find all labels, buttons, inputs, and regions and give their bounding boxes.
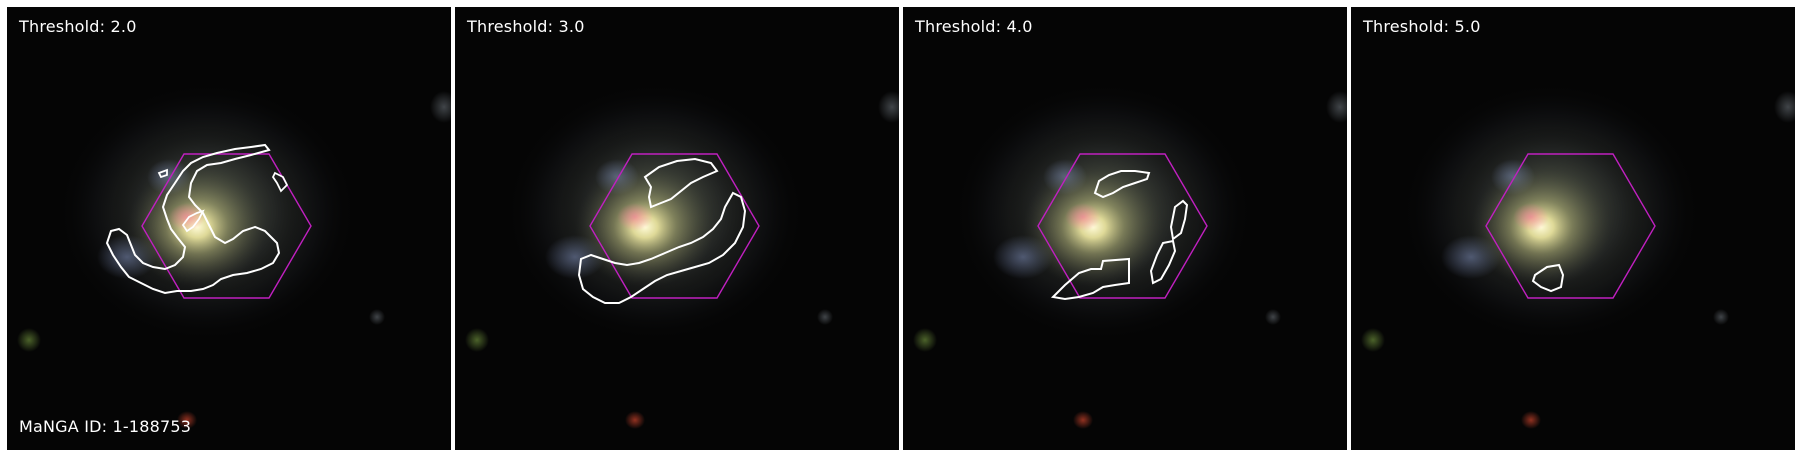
galaxy-image — [1351, 7, 1795, 450]
ifu-hexagon — [141, 153, 312, 299]
galaxy-image — [7, 7, 451, 450]
manga-id-label: MaNGA ID: 1-188753 — [19, 417, 192, 436]
contour-region — [577, 191, 747, 304]
contour-region — [1531, 263, 1565, 293]
contour-region — [105, 143, 281, 295]
threshold-label: Threshold: 4.0 — [915, 17, 1033, 36]
contour-region — [181, 209, 205, 233]
ifu-hexagon — [1037, 153, 1208, 299]
panel-threshold-2: Threshold: 2.0 MaNGA ID: 1-188753 — [7, 7, 451, 450]
contour-region — [157, 168, 168, 179]
threshold-label: Threshold: 5.0 — [1363, 17, 1481, 36]
threshold-label: Threshold: 3.0 — [467, 17, 585, 36]
contour-region — [1093, 170, 1151, 199]
threshold-label: Threshold: 2.0 — [19, 17, 137, 36]
ifu-hexagon — [1485, 153, 1656, 299]
panel-threshold-3: Threshold: 3.0 — [455, 7, 899, 450]
contour-region — [1169, 199, 1189, 241]
contour-region — [1149, 239, 1177, 285]
galaxy-image — [903, 7, 1347, 450]
contour-region — [643, 157, 719, 209]
panel-threshold-4: Threshold: 4.0 — [903, 7, 1347, 450]
contour-region — [1050, 257, 1130, 301]
galaxy-image — [455, 7, 899, 450]
contour-region — [271, 171, 289, 193]
ifu-hexagon — [589, 153, 760, 299]
panel-threshold-5: Threshold: 5.0 — [1351, 7, 1795, 450]
